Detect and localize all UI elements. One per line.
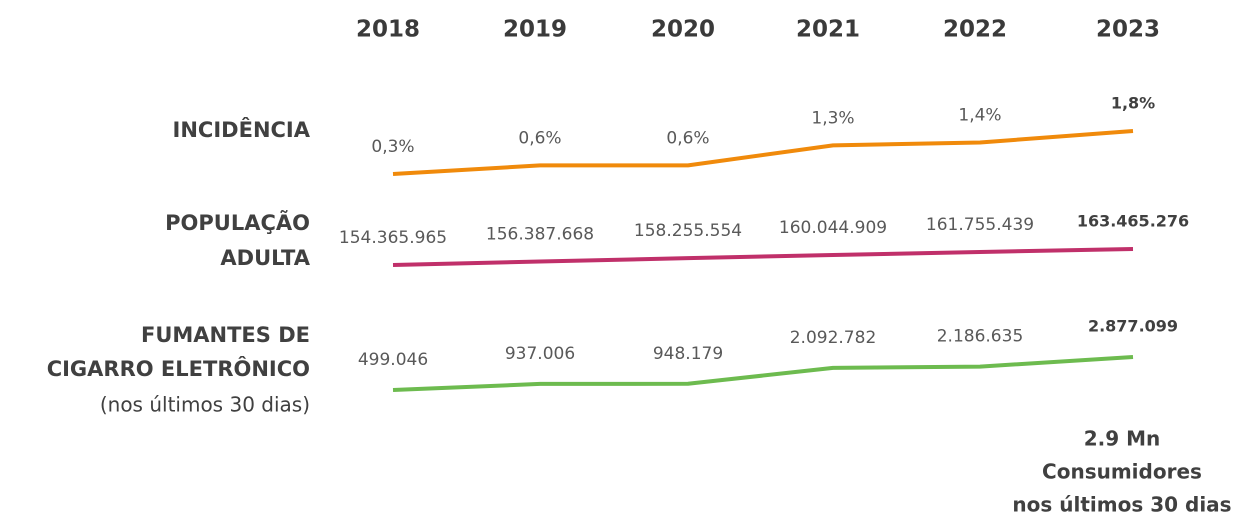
year-label: 2021	[796, 17, 860, 43]
value-label: 160.044.909	[779, 218, 887, 238]
row-title: POPULAÇÃO	[165, 210, 310, 235]
value-label: 163.465.276	[1077, 212, 1189, 231]
line	[392, 129, 1134, 176]
value-label: 0,3%	[371, 137, 414, 157]
value-label: 154.365.965	[339, 228, 447, 248]
value-label: 937.006	[505, 344, 575, 364]
value-label: 161.755.439	[926, 215, 1034, 235]
row-title: FUMANTES DE	[141, 323, 310, 347]
year-label: 2023	[1096, 17, 1160, 43]
value-label: 2.092.782	[790, 328, 877, 348]
value-label: 0,6%	[518, 128, 561, 148]
value-label: 2.877.099	[1088, 317, 1178, 336]
line	[392, 355, 1134, 392]
year-label: 2019	[503, 17, 567, 43]
value-label: 2.186.635	[937, 327, 1024, 347]
value-label: 0,6%	[666, 128, 709, 148]
annotation: 2.9 Mn	[1084, 427, 1161, 451]
annotation: Consumidores	[1042, 460, 1202, 484]
annotation: nos últimos 30 dias	[1012, 493, 1231, 517]
value-label: 1,4%	[958, 105, 1001, 125]
row-subtitle: (nos últimos 30 dias)	[100, 393, 310, 417]
row-title: ADULTA	[220, 246, 310, 270]
value-label: 1,8%	[1111, 94, 1155, 113]
year-label: 2020	[651, 17, 715, 43]
value-label: 156.387.668	[486, 224, 594, 244]
year-label: 2018	[356, 17, 420, 43]
value-label: 1,3%	[811, 108, 854, 128]
line	[392, 247, 1134, 267]
value-label: 158.255.554	[634, 221, 742, 241]
value-label: 948.179	[653, 344, 723, 364]
value-label: 499.046	[358, 350, 428, 370]
row-title: INCIDÊNCIA	[173, 117, 311, 142]
row-title: CIGARRO ELETRÔNICO	[47, 356, 310, 381]
year-label: 2022	[943, 17, 1007, 43]
